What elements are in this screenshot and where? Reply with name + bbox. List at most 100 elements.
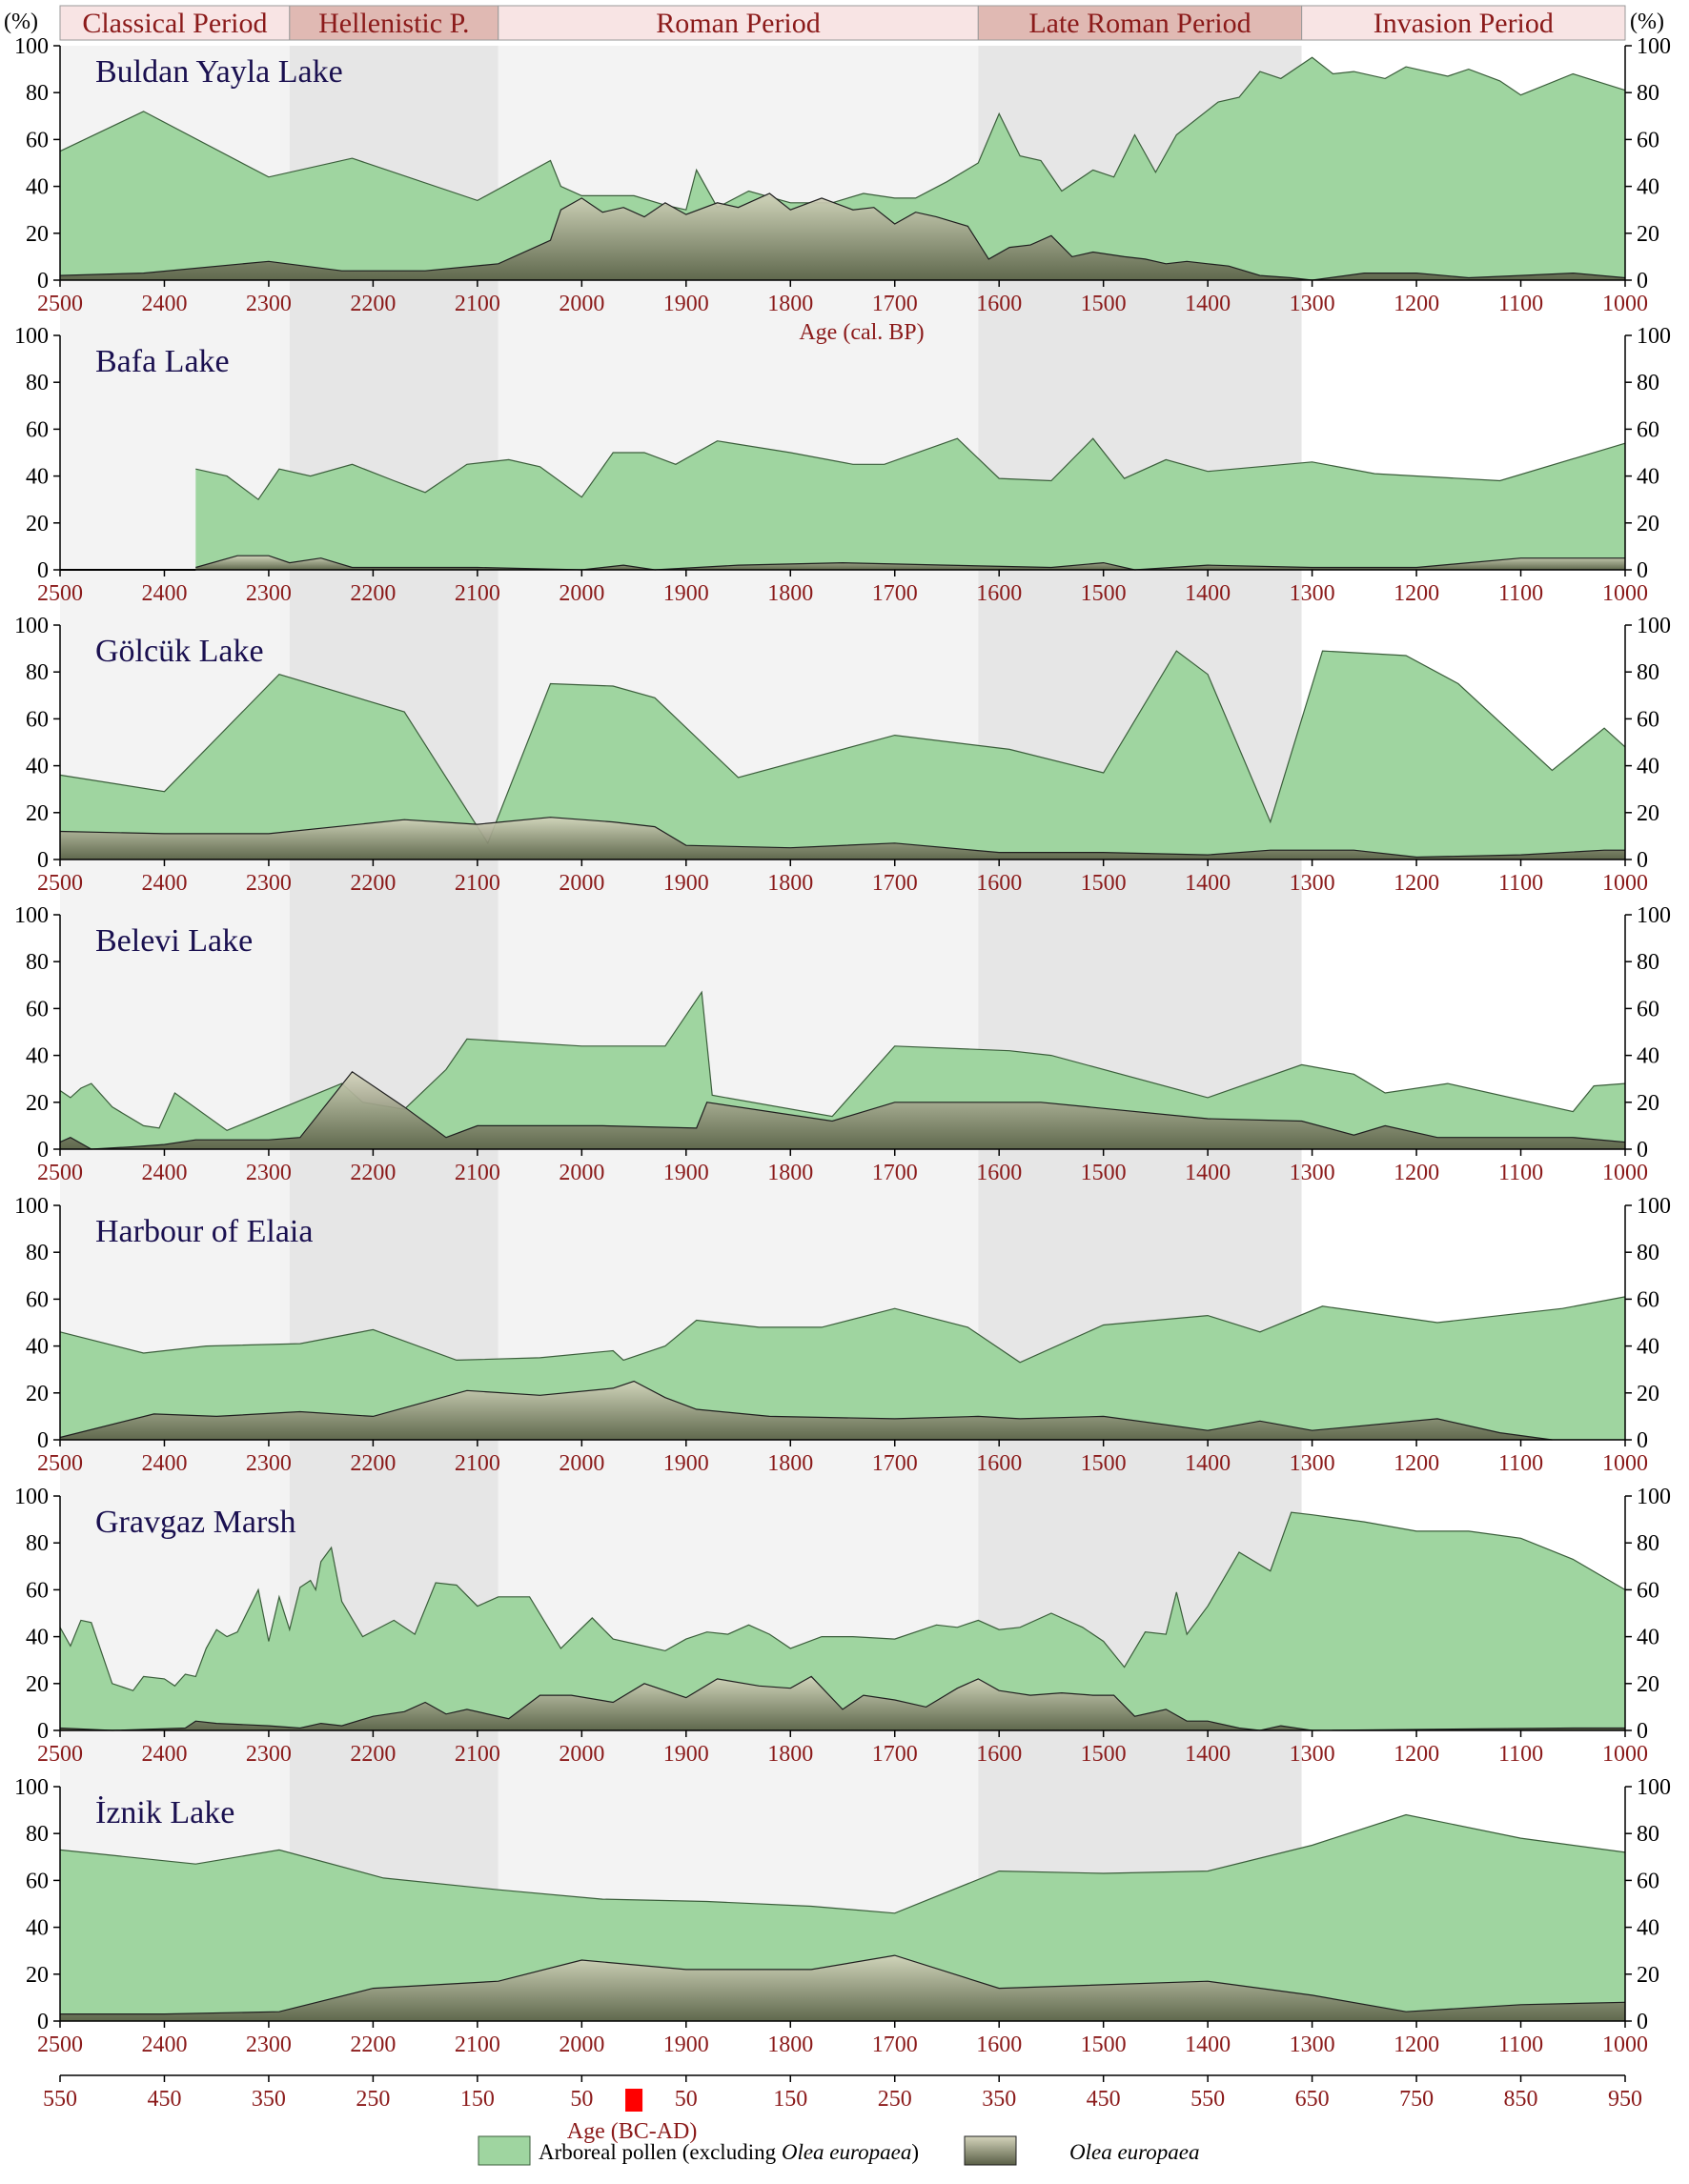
x-tick-label: 2200 [350, 292, 396, 316]
unit-label-left: (%) [4, 10, 38, 34]
panel-0: 0 0 20 20 40 40 60 60 80 80 100 100 2500 2400 2300 2200… [14, 34, 1671, 345]
x-tick-label: 1000 [1602, 581, 1648, 606]
olea-area [60, 1381, 1553, 1440]
period-header: Classical Period Hellenistic P. Roman Peri… [4, 5, 1664, 41]
y-tick-label: 60 [1637, 128, 1659, 152]
y-tick-label: 0 [1637, 1428, 1648, 1453]
panel-5: 0 0 20 20 40 40 60 60 80 80 100 100 2500 2400 2300 2200… [14, 1485, 1671, 1767]
y-tick-label: 60 [1637, 1578, 1659, 1603]
y-tick-label: 100 [1637, 34, 1671, 59]
x-tick-label: 2000 [559, 292, 604, 316]
x-tick-label: 1800 [767, 1161, 813, 1185]
unit-label-right: (%) [1630, 10, 1664, 34]
x-tick-label: 1600 [976, 292, 1022, 316]
x-tick-label: 2500 [37, 1451, 83, 1476]
arboreal-area [60, 57, 1625, 280]
x-tick-label: 1300 [1290, 1451, 1335, 1476]
legend: Arboreal pollen (excluding Olea europaea… [478, 2135, 1199, 2166]
x-tick-label: 2100 [455, 581, 500, 606]
bc-ad-tick-label: 650 [1295, 2087, 1330, 2112]
x-tick-label: 1100 [1498, 1742, 1543, 1767]
x-tick-label: 1900 [663, 1451, 709, 1476]
x-tick-label: 1800 [767, 2032, 813, 2057]
arboreal-line [59, 1813, 1626, 1914]
y-tick-label: 80 [26, 1241, 49, 1265]
x-tick-label: 1200 [1394, 871, 1439, 896]
y-tick-label: 100 [1637, 1775, 1671, 1800]
y-tick-label: 20 [26, 1963, 49, 1988]
bc-ad-tick-label: 50 [675, 2087, 698, 2112]
x-tick-label: 1400 [1185, 871, 1231, 896]
y-tick-label: 60 [1637, 1287, 1659, 1312]
site-title: Gravgaz Marsh [95, 1505, 296, 1540]
x-tick-label: 2500 [37, 292, 83, 316]
site-title: Harbour of Elaia [95, 1214, 313, 1249]
y-tick-label: 100 [1637, 1194, 1671, 1219]
olea-line [59, 1380, 1553, 1441]
x-tick-label: 2400 [141, 1742, 187, 1767]
olea-line [59, 817, 1625, 859]
x-tick-label: 2400 [141, 1451, 187, 1476]
x-tick-label: 1500 [1081, 871, 1127, 896]
x-tick-label: 1200 [1394, 1451, 1439, 1476]
y-tick-label: 0 [1637, 1138, 1648, 1163]
y-tick-label: 100 [14, 1775, 49, 1800]
x-tick-label: 2000 [559, 1161, 604, 1185]
x-tick-label: 2500 [37, 581, 83, 606]
bc-ad-tick-label: 750 [1399, 2087, 1434, 2112]
y-tick-label: 40 [26, 755, 49, 779]
y-tick-label: 0 [37, 1428, 49, 1453]
y-tick-label: 80 [26, 371, 49, 395]
y-tick-label: 60 [26, 1578, 49, 1603]
x-tick-label: 2300 [246, 1161, 292, 1185]
y-tick-label: 100 [1637, 1485, 1671, 1509]
x-tick-label: 1900 [663, 2032, 709, 2057]
x-tick-label: 1400 [1185, 581, 1231, 606]
x-tick-label: 1900 [663, 1161, 709, 1185]
y-tick-label: 0 [37, 269, 49, 293]
arboreal-line [59, 650, 1626, 845]
legend-swatch-arboreal [478, 2135, 531, 2166]
bc-ad-tick-label: 250 [878, 2087, 912, 2112]
x-tick-label: 2400 [141, 871, 187, 896]
x-tick-label: 2100 [455, 292, 500, 316]
bc-ad-tick-label: 250 [356, 2087, 390, 2112]
legend-text-italic: Olea europaea [782, 2140, 911, 2164]
arboreal-area [60, 1512, 1625, 1730]
y-tick-label: 80 [1637, 950, 1659, 975]
y-tick-label: 60 [26, 1869, 49, 1893]
bc-ad-tick-label: 450 [147, 2087, 181, 2112]
x-tick-label: 2500 [37, 871, 83, 896]
x-tick-label: 1300 [1290, 1161, 1335, 1185]
y-tick-label: 80 [1637, 81, 1659, 106]
x-tick-label: 1700 [872, 581, 918, 606]
panel-4: 0 0 20 20 40 40 60 60 80 80 100 100 2500 2400 2300 2200… [14, 1194, 1671, 1476]
y-tick-label: 20 [1637, 1672, 1659, 1697]
x-tick-label: 1200 [1394, 1161, 1439, 1185]
site-title: İznik Lake [95, 1795, 234, 1830]
y-tick-label: 20 [1637, 801, 1659, 826]
x-tick-label: 2200 [350, 1742, 396, 1767]
x-tick-label: 2400 [141, 2032, 187, 2057]
x-tick-label: 2100 [455, 2032, 500, 2057]
olea-line [59, 1070, 1626, 1150]
site-title: Belevi Lake [95, 923, 253, 959]
x-tick-label: 1400 [1185, 292, 1231, 316]
olea-line [59, 192, 1626, 281]
x-tick-label: 1100 [1498, 1161, 1543, 1185]
x-tick-label: 1600 [976, 581, 1022, 606]
period-box [59, 5, 291, 41]
arboreal-line [59, 1511, 1626, 1691]
y-tick-label: 0 [37, 2010, 49, 2034]
x-tick-label: 2500 [37, 1742, 83, 1767]
y-tick-label: 80 [26, 1822, 49, 1847]
x-tick-label: 1000 [1602, 871, 1648, 896]
bc-ad-tick-label: 450 [1087, 2087, 1121, 2112]
bc-ad-tick-label: 550 [43, 2087, 77, 2112]
panel-6: 0 0 20 20 40 40 60 60 80 80 100 100 2500 2400 2300 2200… [14, 1775, 1671, 2057]
bc-ad-tick-label: 850 [1504, 2087, 1538, 2112]
panel-3: 0 0 20 20 40 40 60 60 80 80 100 100 2500 2400 2300 2200… [14, 903, 1671, 1185]
y-tick-label: 60 [26, 707, 49, 732]
x-tick-label: 2400 [141, 292, 187, 316]
